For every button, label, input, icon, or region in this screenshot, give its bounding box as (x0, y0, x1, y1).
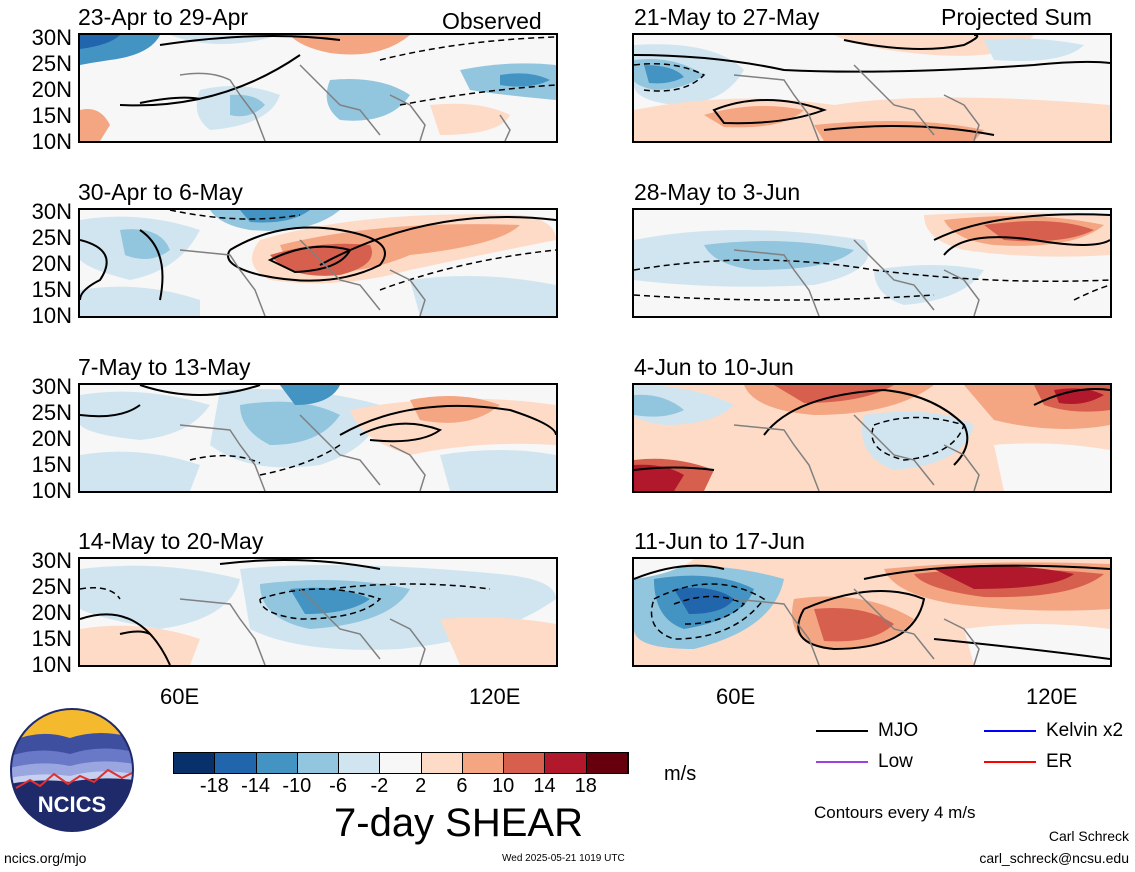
timestamp: Wed 2025-05-21 1019 UTC (502, 853, 625, 864)
site-link[interactable]: ncics.org/mjo (4, 850, 87, 866)
colorbar-swatch (504, 753, 546, 773)
colorbar-swatch (174, 753, 216, 773)
lat-label: 15N (31, 277, 72, 302)
legend-line-icon (984, 760, 1036, 763)
colorbar-swatch (421, 753, 463, 773)
panel-title: 30-Apr to 6-May (78, 179, 243, 205)
colorbar-tick-label: -14 (241, 775, 270, 797)
lat-label: 20N (31, 426, 72, 451)
colorbar-tick-label: 14 (533, 775, 556, 797)
colorbar-tick-label: 6 (456, 775, 468, 797)
lat-label: 10N (31, 652, 72, 677)
lat-label: 20N (31, 77, 72, 102)
colorbar-swatch (215, 753, 257, 773)
lat-label: 10N (31, 303, 72, 328)
colorbar (173, 752, 629, 774)
map-panel (632, 33, 1112, 143)
colorbar-tick-label: 18 (574, 775, 597, 797)
panel-title: 23-Apr to 29-Apr (78, 4, 249, 30)
panel-title: 21-May to 27-May (634, 4, 820, 30)
map-panel (78, 557, 558, 667)
lat-label: 15N (31, 626, 72, 651)
lat-label: 25N (31, 225, 72, 250)
lat-label: 30N (31, 25, 72, 50)
map-panel (78, 33, 558, 143)
logo-text: NCICS (37, 792, 107, 817)
ncics-logo: NCICS (10, 708, 134, 832)
figure-title: 7-day SHEAR (334, 801, 583, 845)
lat-label: 30N (31, 548, 72, 573)
map-panel (632, 557, 1112, 667)
panel-title: 14-May to 20-May (78, 528, 264, 554)
map-panel (632, 383, 1112, 493)
lat-label: 20N (31, 251, 72, 276)
panel-title: 7-May to 13-May (78, 354, 251, 380)
map-panel (78, 383, 558, 493)
lon-label: 120E (1026, 684, 1078, 709)
lon-label: 60E (716, 684, 756, 709)
lat-label: 25N (31, 574, 72, 599)
legend-line-icon (816, 729, 868, 732)
colorbar-swatch (339, 753, 381, 773)
author: Carl Schreck (1048, 828, 1129, 844)
colorbar-swatch (297, 753, 340, 773)
lat-label: 20N (31, 600, 72, 625)
colorbar-swatch (380, 753, 422, 773)
legend-item-er: ER (984, 752, 1072, 771)
lat-label: 15N (31, 452, 72, 477)
panel-title: 11-Jun to 17-Jun (634, 528, 805, 554)
lat-label: 10N (31, 478, 72, 503)
lat-label: 25N (31, 51, 72, 76)
colorbar-swatch (545, 753, 587, 773)
lon-label: 60E (160, 684, 200, 709)
panel-title: 4-Jun to 10-Jun (634, 354, 794, 380)
lat-label: 30N (31, 374, 72, 399)
colorbar-tick-label: 2 (415, 775, 427, 797)
colorbar-swatch (462, 753, 505, 773)
legend-line-icon (984, 729, 1036, 732)
contour-note: Contours every 4 m/s (814, 803, 976, 822)
lon-label: 120E (469, 684, 521, 709)
colorbar-units: m/s (664, 763, 697, 785)
colorbar-tick-label: 10 (492, 775, 515, 797)
colorbar-tick-label: -2 (370, 775, 389, 797)
colorbar-tick-label: -10 (282, 775, 312, 797)
lat-label: 10N (31, 129, 72, 154)
colorbar-tick-label: -18 (199, 775, 229, 797)
colorbar-tick-label: -6 (329, 775, 347, 797)
map-panel (632, 208, 1112, 318)
legend-item-kelvin: Kelvin x2 (984, 721, 1123, 740)
legend-item-low: Low (816, 752, 913, 771)
legend-item-mjo: MJO (816, 721, 918, 740)
map-panel (78, 208, 558, 318)
lat-label: 25N (31, 400, 72, 425)
colorbar-swatch (586, 753, 628, 773)
panel-corner-label: Projected Sum (941, 4, 1092, 30)
lat-label: 30N (31, 199, 72, 224)
colorbar-swatch (256, 753, 298, 773)
panel-title: 28-May to 3-Jun (634, 179, 801, 205)
lat-label: 15N (31, 103, 72, 128)
email-link[interactable]: carl_schreck@ncsu.edu (979, 850, 1129, 866)
panel-corner-label: Observed (442, 8, 542, 34)
legend-line-icon (816, 760, 868, 763)
